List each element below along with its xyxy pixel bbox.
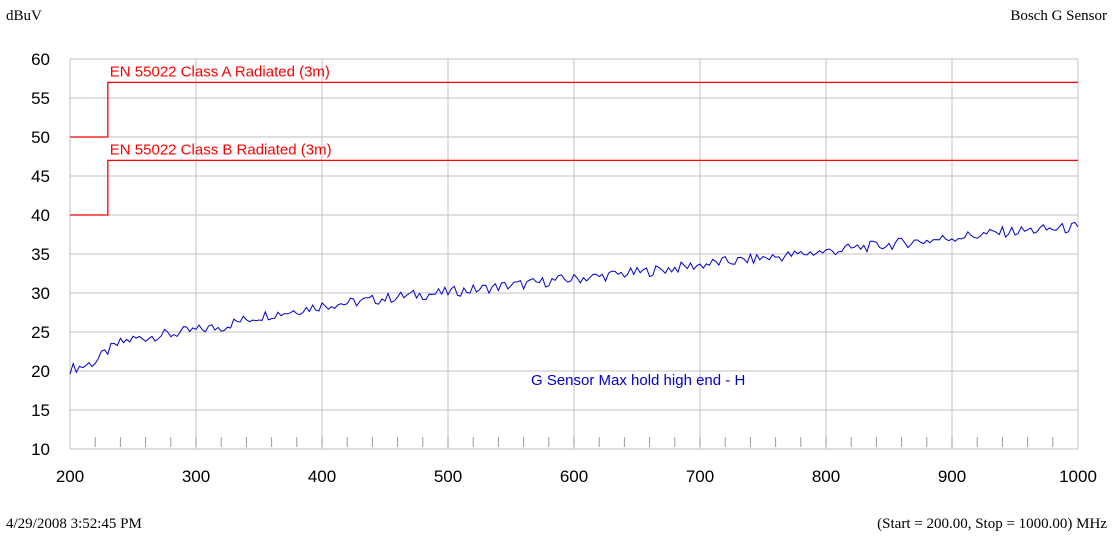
y-tick-label: 20 bbox=[31, 362, 50, 381]
y-tick-label: 50 bbox=[31, 128, 50, 147]
trace-series: G Sensor Max hold high end - H bbox=[69, 221, 1079, 389]
limit-line-label: EN 55022 Class B Radiated (3m) bbox=[110, 141, 332, 158]
y-axis-tick-labels: 10 15 20 25 30 35 40 45 50 55 60 bbox=[31, 50, 50, 459]
y-tick-label: 40 bbox=[31, 206, 50, 225]
y-tick-label: 15 bbox=[31, 401, 50, 420]
x-tick-label: 600 bbox=[560, 467, 588, 486]
scan-timestamp: 4/29/2008 3:52:45 PM bbox=[6, 516, 142, 532]
x-tick-label: 300 bbox=[182, 467, 210, 486]
y-tick-label: 55 bbox=[31, 89, 50, 108]
x-tick-label: 1000 bbox=[1059, 467, 1097, 486]
y-tick-label: 30 bbox=[31, 284, 50, 303]
minor-ticks bbox=[94, 437, 1054, 447]
x-tick-label: 200 bbox=[56, 467, 84, 486]
y-unit-label: dBuV bbox=[6, 8, 42, 24]
limit-lines: EN 55022 Class A Radiated (3m) EN 55022 C… bbox=[70, 63, 1078, 216]
frequency-range-info: (Start = 200.00, Stop = 1000.00) MHz bbox=[877, 516, 1107, 532]
grid bbox=[69, 58, 1079, 450]
y-tick-label: 35 bbox=[31, 245, 50, 264]
x-tick-label: 400 bbox=[308, 467, 336, 486]
x-tick-label: 500 bbox=[434, 467, 462, 486]
limit-line bbox=[70, 81, 1078, 138]
limit-line bbox=[70, 159, 1078, 216]
y-tick-label: 60 bbox=[31, 50, 50, 69]
limit-line-label: EN 55022 Class A Radiated (3m) bbox=[110, 63, 330, 80]
x-tick-label: 700 bbox=[686, 467, 714, 486]
trace-line bbox=[69, 221, 1079, 375]
x-axis-tick-labels: 200 300 400 500 600 700 800 900 1000 bbox=[56, 467, 1097, 486]
y-tick-label: 10 bbox=[31, 440, 50, 459]
x-tick-label: 900 bbox=[938, 467, 966, 486]
y-tick-label: 45 bbox=[31, 167, 50, 186]
device-title: Bosch G Sensor bbox=[1010, 8, 1107, 24]
y-tick-label: 25 bbox=[31, 323, 50, 342]
x-tick-label: 800 bbox=[812, 467, 840, 486]
trace-legend-label: G Sensor Max hold high end - H bbox=[531, 372, 745, 389]
